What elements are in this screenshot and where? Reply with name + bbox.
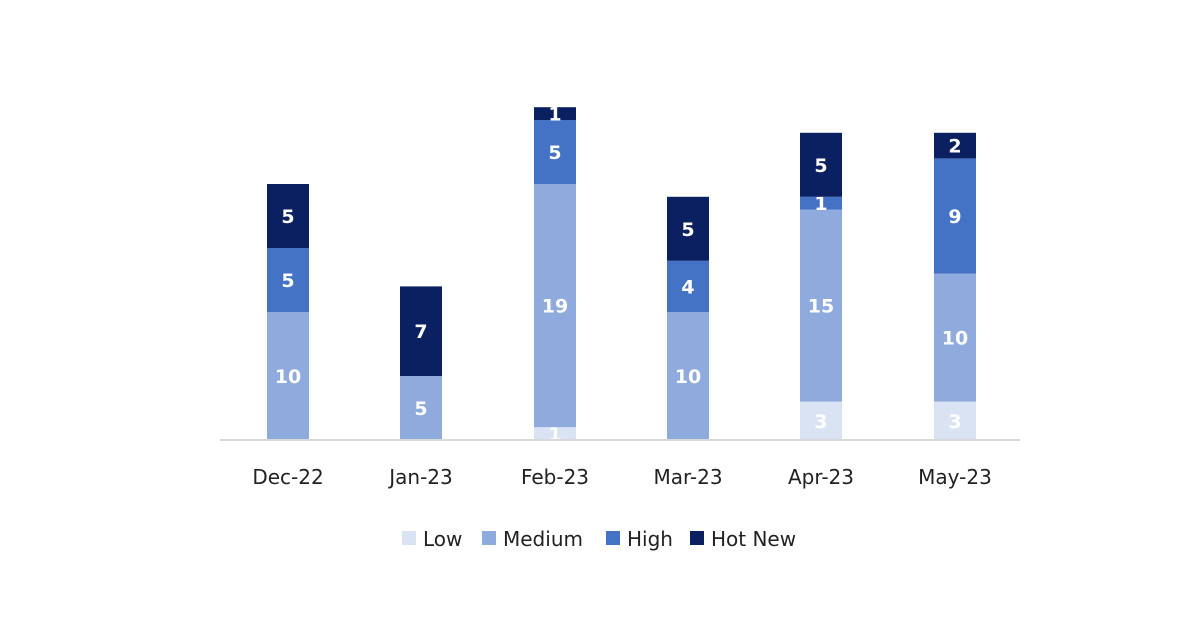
data-label: 5 bbox=[814, 155, 827, 177]
legend-swatch-low bbox=[402, 531, 416, 545]
data-label: 10 bbox=[942, 328, 968, 350]
x-tick-label: Jan-23 bbox=[387, 465, 453, 489]
bar-segment-medium-mar-23 bbox=[667, 312, 709, 440]
bar-segment-hot-new-feb-23 bbox=[534, 107, 576, 120]
legend-label: Hot New bbox=[711, 527, 796, 551]
bar-segment-hot-new-dec-22 bbox=[267, 184, 309, 248]
legend-swatch-hot-new bbox=[690, 531, 704, 545]
legend-swatch-high bbox=[606, 531, 620, 545]
data-label: 5 bbox=[414, 398, 427, 420]
legend-label: High bbox=[627, 527, 673, 551]
bar-segment-high-dec-22 bbox=[267, 248, 309, 312]
data-label: 9 bbox=[948, 206, 961, 228]
x-tick-label: Mar-23 bbox=[653, 465, 722, 489]
data-label: 4 bbox=[681, 276, 694, 298]
data-label: 5 bbox=[681, 219, 694, 241]
x-tick-label: Feb-23 bbox=[521, 465, 589, 489]
bar-segment-hot-new-mar-23 bbox=[667, 196, 709, 261]
data-label: 10 bbox=[675, 366, 701, 388]
data-label: 10 bbox=[275, 366, 301, 388]
legend-label: Low bbox=[423, 527, 462, 551]
bar-segment-hot-new-apr-23 bbox=[800, 132, 842, 197]
bar-segment-low-apr-23 bbox=[800, 401, 842, 440]
data-label: 5 bbox=[548, 142, 561, 164]
bar-segment-high-may-23 bbox=[934, 158, 976, 274]
bar-segment-medium-apr-23 bbox=[800, 209, 842, 402]
data-label: 3 bbox=[948, 411, 961, 433]
bar-segment-high-apr-23 bbox=[800, 196, 842, 210]
data-label: 5 bbox=[281, 270, 294, 292]
x-tick-label: May-23 bbox=[918, 465, 992, 489]
x-axis-labels: Dec-22 Jan-23 Feb-23 Mar-23 Apr-23 May-23 bbox=[252, 465, 992, 489]
data-label: 15 bbox=[808, 296, 834, 318]
x-tick-label: Dec-22 bbox=[252, 465, 323, 489]
bar-segment-hot-new-jan-23 bbox=[400, 286, 442, 376]
data-label: 2 bbox=[948, 136, 961, 158]
legend: Low Medium High Hot New bbox=[402, 527, 796, 551]
data-label: 3 bbox=[814, 411, 827, 433]
data-label: 1 bbox=[814, 193, 827, 215]
bar-segment-medium-jan-23 bbox=[400, 376, 442, 440]
bar-segment-low-may-23 bbox=[934, 401, 976, 440]
bar-segment-hot-new-may-23 bbox=[934, 132, 976, 159]
bar-segment-high-feb-23 bbox=[534, 120, 576, 184]
data-label: 1 bbox=[548, 104, 561, 126]
data-label: 19 bbox=[542, 296, 568, 318]
x-tick-label: Apr-23 bbox=[788, 465, 854, 489]
bar-segment-medium-may-23 bbox=[934, 273, 976, 402]
data-label: 7 bbox=[414, 321, 427, 343]
bar-segment-medium-dec-22 bbox=[267, 312, 309, 440]
bar-segment-medium-feb-23 bbox=[534, 184, 576, 428]
legend-label: Medium bbox=[503, 527, 583, 551]
data-label: 5 bbox=[281, 206, 294, 228]
legend-swatch-medium bbox=[482, 531, 496, 545]
bar-segment-low-feb-23 bbox=[534, 427, 576, 440]
bar-segment-high-mar-23 bbox=[667, 260, 709, 312]
